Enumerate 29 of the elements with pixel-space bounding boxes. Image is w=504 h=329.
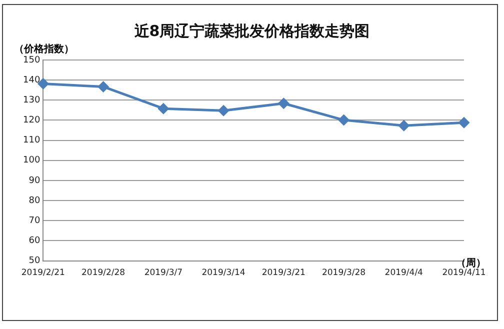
point: [398, 120, 410, 131]
y-tick-label: 120: [22, 116, 40, 126]
y-axis-title: （价格指数）: [14, 42, 74, 56]
y-tick-label: 150: [22, 55, 40, 66]
x-tick-label: 2019/3/7: [144, 268, 183, 278]
chart-title: 近8周辽宁蔬菜批发价格指数走势图: [133, 22, 371, 41]
y-tick-label: 50: [28, 256, 40, 266]
y-tick-label: 100: [22, 156, 40, 166]
point: [218, 105, 229, 116]
x-tick-label: 2019/4/4: [384, 268, 423, 278]
x-tick-label: 2019/4/11: [442, 268, 486, 278]
x-tick-label: 2019/2/21: [21, 268, 65, 278]
point: [98, 81, 109, 92]
point: [158, 103, 169, 114]
y-tick-label: 60: [28, 236, 40, 246]
y-tick-label: 90: [28, 176, 40, 186]
point: [278, 98, 289, 109]
x-axis-title: （周）: [456, 257, 486, 269]
y-tick-label: 70: [28, 216, 40, 226]
point: [338, 114, 350, 126]
x-tick-label: 2019/2/28: [82, 268, 126, 278]
point: [458, 117, 470, 128]
y-tick-label: 110: [22, 136, 40, 146]
y-tick-label: 130: [22, 96, 40, 106]
y-tick-label: 80: [28, 196, 40, 206]
x-tick-label: 2019/3/28: [322, 268, 366, 278]
x-tick-label: 2019/3/14: [202, 268, 246, 278]
x-tick-label: 2019/3/21: [262, 268, 306, 278]
y-tick-label: 140: [22, 75, 40, 86]
